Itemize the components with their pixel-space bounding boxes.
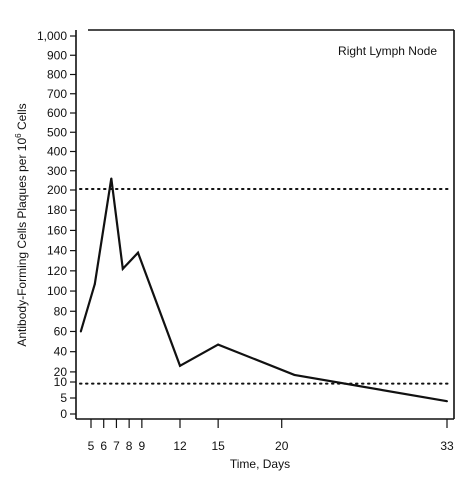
x-axis-title: Time, Days <box>230 457 290 471</box>
y-axis-title: Antibody-Forming Cells Plaques per 106 C… <box>14 103 29 346</box>
data-point <box>293 373 296 376</box>
x-tick-label: 8 <box>126 439 133 453</box>
y-tick-label: 500 <box>47 125 67 139</box>
y-tick-label: 700 <box>47 87 67 101</box>
data-point <box>93 282 96 285</box>
y-tick-label: 900 <box>47 48 67 62</box>
y-tick-label: 300 <box>47 164 67 178</box>
data-point <box>217 343 220 346</box>
series-group <box>79 177 448 403</box>
data-point <box>110 177 113 180</box>
x-tick-label: 9 <box>139 439 146 453</box>
y-tick-label: 160 <box>47 223 67 237</box>
x-axis: 5 6 7 8 9 12 15 20 33 <box>88 419 454 453</box>
data-point <box>137 251 140 254</box>
x-tick-label: 15 <box>211 439 225 453</box>
y-tick-label: 200 <box>47 183 67 197</box>
x-tick-label: 7 <box>113 439 120 453</box>
x-tick-label: 12 <box>173 439 187 453</box>
x-tick-label: 33 <box>440 439 454 453</box>
y-tick-label: 140 <box>47 244 67 258</box>
y-tick-label: 120 <box>47 264 67 278</box>
y-tick-label: 1,000 <box>37 29 67 43</box>
y-tick-label: 10 <box>54 375 68 389</box>
y-tick-label: 0 <box>60 407 67 421</box>
y-tick-label: 5 <box>60 391 67 405</box>
y-axis-title-exponent: 6 <box>14 133 23 138</box>
y-tick-label: 40 <box>54 345 68 359</box>
y-axis-title-main: Antibody-Forming Cells Plaques per 10 <box>15 138 29 347</box>
x-tick-label: 5 <box>88 439 95 453</box>
y-tick-label: 20 <box>54 365 68 379</box>
series-line <box>79 178 448 403</box>
y-tick-label: 80 <box>54 304 68 318</box>
data-point <box>446 400 448 403</box>
x-tick-label: 20 <box>275 439 289 453</box>
y-tick-label: 100 <box>47 284 67 298</box>
data-point <box>121 267 124 270</box>
y-axis-title-suffix: Cells <box>15 103 29 133</box>
data-point <box>79 330 82 333</box>
data-point <box>179 364 181 367</box>
panel-annotation: Right Lymph Node <box>338 44 437 58</box>
y-tick-label: 180 <box>47 203 67 217</box>
y-tick-label: 600 <box>47 106 67 120</box>
reference-lines <box>79 188 453 385</box>
plot-frame <box>75 29 455 420</box>
y-tick-label: 800 <box>47 68 67 82</box>
y-tick-label: 60 <box>54 324 68 338</box>
x-tick-label: 6 <box>100 439 107 453</box>
y-tick-label: 400 <box>47 145 67 159</box>
